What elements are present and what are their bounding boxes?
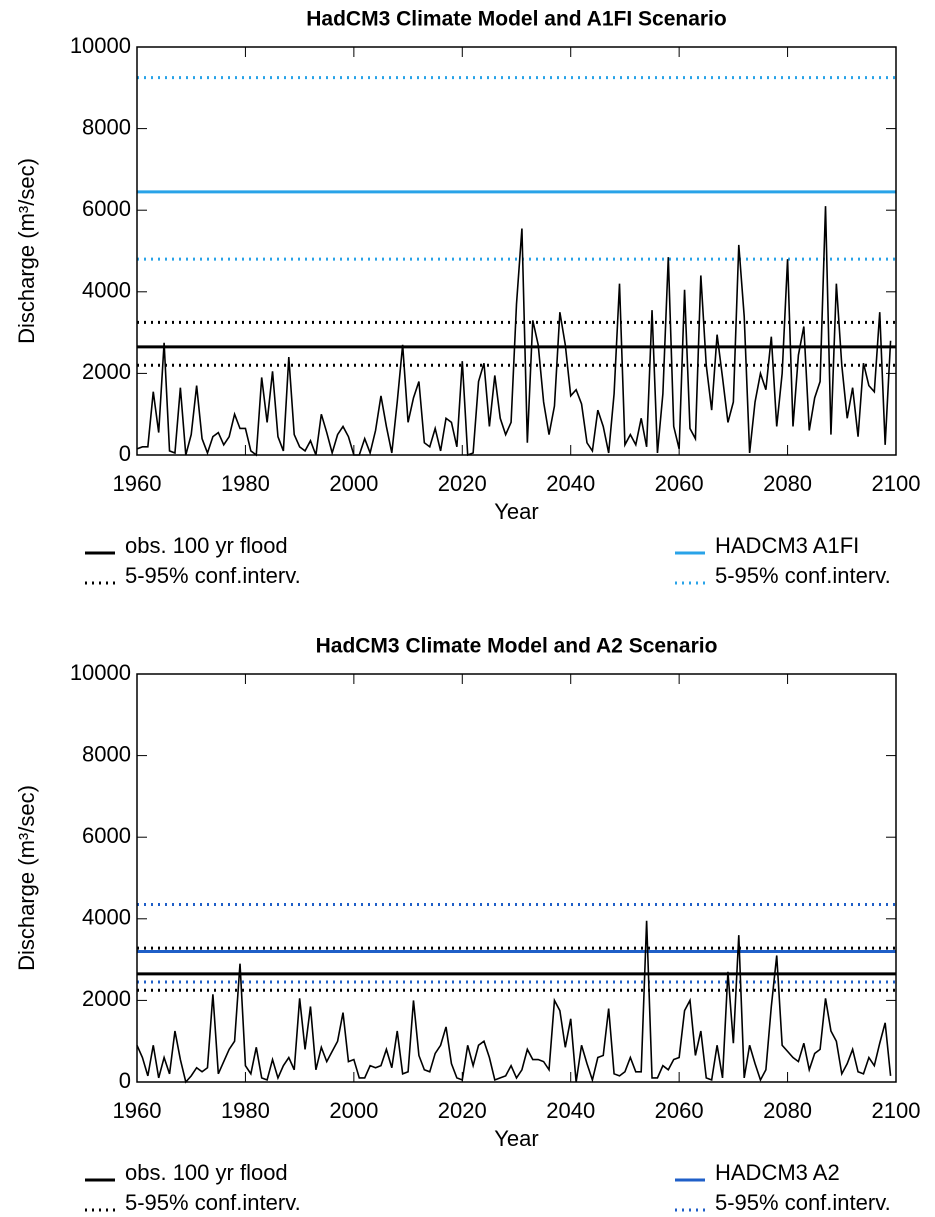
y-tick-label: 10000 <box>70 660 131 685</box>
chart-panel: HadCM3 Climate Model and A1FI Scenario Ye… <box>14 8 921 588</box>
x-axis-label: Year <box>494 1126 538 1151</box>
legend-label: 5-95% conf.interv. <box>125 563 301 588</box>
legend-label: HADCM3 A2 <box>715 1160 840 1185</box>
x-tick-label: 2100 <box>872 1098 921 1123</box>
y-tick-label: 6000 <box>82 823 131 848</box>
y-tick-label: 8000 <box>82 114 131 139</box>
y-tick-label: 8000 <box>82 741 131 766</box>
plot-frame <box>136 46 897 456</box>
legend-label: 5-95% conf.interv. <box>125 1190 301 1215</box>
y-tick-label: 4000 <box>82 905 131 930</box>
data-line <box>136 920 892 1084</box>
x-tick-label: 2060 <box>655 1098 704 1123</box>
chart-title: HadCM3 Climate Model and A1FI Scenario <box>306 8 726 31</box>
y-tick-label: 4000 <box>82 278 131 303</box>
legend-label: 5-95% conf.interv. <box>715 1190 891 1215</box>
x-tick-label: 2080 <box>763 1098 812 1123</box>
y-tick-label: 10000 <box>70 33 131 58</box>
y-tick-label: 0 <box>119 441 131 466</box>
x-tick-label: 2020 <box>438 1098 487 1123</box>
y-tick-label: 2000 <box>82 359 131 384</box>
x-tick-label: 2000 <box>329 471 378 496</box>
x-axis-label: Year <box>494 499 538 524</box>
x-tick-label: 1980 <box>221 471 270 496</box>
x-tick-label: 2000 <box>329 1098 378 1123</box>
legend-label: 5-95% conf.interv. <box>715 563 891 588</box>
x-tick-label: 2080 <box>763 471 812 496</box>
plot-frame <box>136 673 897 1083</box>
chart-panel: HadCM3 Climate Model and A2 Scenario Year… <box>14 635 921 1215</box>
y-tick-label: 0 <box>119 1068 131 1093</box>
y-axis-label: Discharge (m³/sec) <box>14 785 39 971</box>
data-line <box>136 206 892 457</box>
legend-label: obs. 100 yr flood <box>125 533 288 558</box>
x-tick-label: 2040 <box>546 1098 595 1123</box>
y-tick-label: 6000 <box>82 196 131 221</box>
y-axis-label: Discharge (m³/sec) <box>14 158 39 344</box>
x-tick-label: 2100 <box>872 471 921 496</box>
x-tick-label: 2020 <box>438 471 487 496</box>
legend-label: HADCM3 A1FI <box>715 533 859 558</box>
x-tick-label: 1960 <box>113 1098 162 1123</box>
legend-label: obs. 100 yr flood <box>125 1160 288 1185</box>
x-tick-label: 1980 <box>221 1098 270 1123</box>
y-tick-label: 2000 <box>82 986 131 1011</box>
x-tick-label: 1960 <box>113 471 162 496</box>
x-tick-label: 2060 <box>655 471 704 496</box>
chart-title: HadCM3 Climate Model and A2 Scenario <box>316 635 718 658</box>
x-tick-label: 2040 <box>546 471 595 496</box>
